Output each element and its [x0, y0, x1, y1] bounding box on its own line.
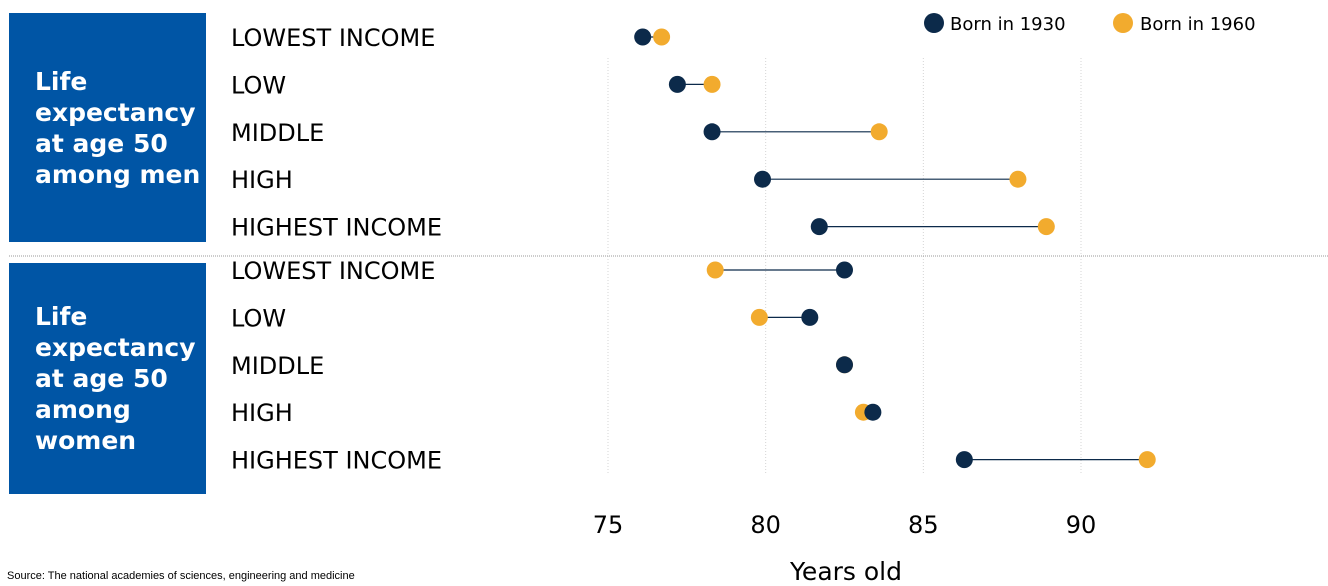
- category-label: MIDDLE: [231, 119, 324, 147]
- category-label: HIGH: [231, 166, 293, 194]
- category-label: LOWEST INCOME: [231, 257, 435, 285]
- point-born-1960: [1037, 218, 1055, 236]
- category-label: LOW: [231, 304, 286, 332]
- source-note: Source: The national academies of scienc…: [7, 570, 355, 582]
- x-tick-label: 80: [750, 511, 781, 539]
- point-born-1930: [810, 218, 828, 236]
- group-title-men: Life expectancy at age 50 among men: [9, 13, 206, 242]
- x-axis-title: Years old: [789, 557, 902, 586]
- category-label: HIGHEST INCOME: [231, 214, 442, 242]
- category-label: HIGH: [231, 399, 293, 427]
- point-born-1930: [864, 403, 882, 421]
- group-title-women: Life expectancy at age 50 among women: [9, 263, 206, 494]
- point-born-1930: [836, 261, 853, 279]
- point-born-1960: [706, 261, 724, 279]
- category-label: MIDDLE: [231, 352, 324, 380]
- point-born-1930: [801, 308, 819, 326]
- point-born-1960: [1138, 451, 1156, 469]
- legend-born-1960-label: Born in 1960: [1140, 14, 1256, 35]
- legend-born-1960-marker: [1113, 13, 1133, 33]
- point-born-1960: [703, 75, 721, 93]
- x-tick-label: 90: [1066, 511, 1097, 539]
- category-label: LOW: [231, 71, 286, 99]
- point-born-1930: [634, 28, 652, 46]
- point-born-1930: [955, 451, 973, 469]
- point-born-1930: [668, 75, 686, 93]
- point-born-1930: [836, 356, 853, 374]
- legend-born-1930-label: Born in 1930: [950, 14, 1066, 35]
- point-born-1930: [703, 123, 721, 141]
- point-born-1930: [754, 170, 772, 188]
- x-tick-label: 75: [593, 511, 624, 539]
- legend-born-1930-marker: [924, 13, 944, 33]
- point-born-1960: [653, 28, 671, 46]
- point-born-1960: [870, 123, 888, 141]
- point-born-1960: [750, 308, 768, 326]
- category-label: HIGHEST INCOME: [231, 447, 442, 475]
- category-label: LOWEST INCOME: [231, 24, 435, 52]
- x-tick-label: 85: [908, 511, 939, 539]
- point-born-1960: [1009, 170, 1027, 188]
